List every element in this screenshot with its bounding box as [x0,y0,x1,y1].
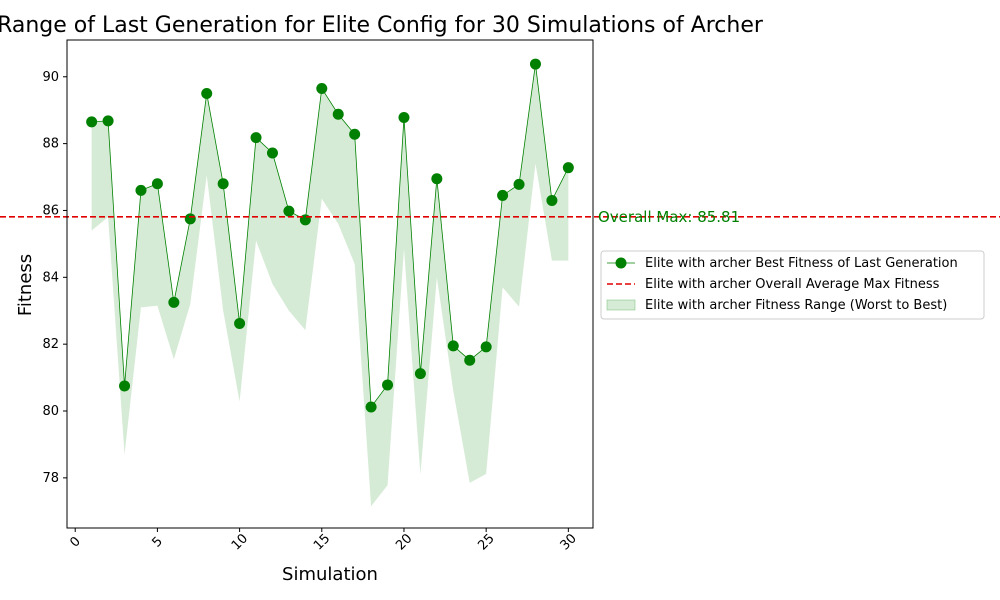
best-fitness-point [513,178,525,190]
best-fitness-point [546,194,558,206]
series-layer [86,58,574,413]
best-fitness-point [168,296,180,308]
y-tick-label: 88 [42,137,59,152]
legend: Elite with archer Best Fitness of Last G… [600,250,985,320]
best-fitness-point [102,115,114,127]
best-fitness-point [250,132,262,144]
best-fitness-point [414,368,426,380]
best-fitness-point [480,341,492,353]
x-tick-label: 25 [475,531,497,553]
legend-frame [600,250,985,320]
x-axis-label: Simulation [282,564,378,585]
legend-marker-swatch [615,257,627,269]
best-fitness-point [529,58,541,70]
fitness-range-band [91,64,569,507]
x-tick-label: 30 [558,531,580,553]
legend-band-swatch [606,299,636,311]
best-fitness-point [382,379,394,391]
legend-label: Elite with archer Overall Average Max Fi… [645,277,940,292]
y-tick-label: 82 [42,337,59,352]
best-fitness-point [497,189,509,201]
best-fitness-point [283,205,295,217]
x-tick-label: 15 [311,531,333,553]
best-fitness-point [562,162,574,174]
fitness-range-band-layer [91,64,569,507]
best-fitness-point [464,354,476,366]
axes-layer [66,39,594,529]
legend-label: Elite with archer Fitness Range (Worst t… [645,298,947,313]
best-fitness-point [151,178,163,190]
best-fitness-point [201,87,213,99]
x-tick-label: 20 [393,531,415,553]
x-tick-label: 0 [67,534,83,550]
y-tick-label: 90 [42,70,59,85]
y-tick-label: 78 [42,471,59,486]
best-fitness-point [119,380,131,392]
best-fitness-point [135,184,147,196]
best-fitness-point [234,317,246,329]
best-fitness-point [299,214,311,226]
best-fitness-point [184,213,196,225]
best-fitness-point [332,108,344,120]
best-fitness-point [349,128,361,140]
best-fitness-point [86,116,98,128]
y-tick-label: 80 [42,404,59,419]
best-fitness-point [316,82,328,94]
y-axis-label: Fitness [15,254,36,316]
x-tick-label: 5 [150,534,166,550]
chart-title: Range of Last Generation for Elite Confi… [0,13,764,38]
best-fitness-point [217,178,229,190]
legend-label: Elite with archer Best Fitness of Last G… [645,256,958,271]
best-fitness-point [447,340,459,352]
y-tick-label: 84 [42,270,59,285]
y-tick-label: 86 [42,203,59,218]
plot-frame [66,39,594,529]
best-fitness-point [398,112,410,124]
best-fitness-point [431,173,443,185]
x-tick-label: 10 [229,531,251,553]
best-fitness-line [91,64,569,409]
best-fitness-point [365,401,377,413]
best-fitness-point [266,147,278,159]
overall-max-annotation: Overall Max: 85.81 [598,208,740,226]
